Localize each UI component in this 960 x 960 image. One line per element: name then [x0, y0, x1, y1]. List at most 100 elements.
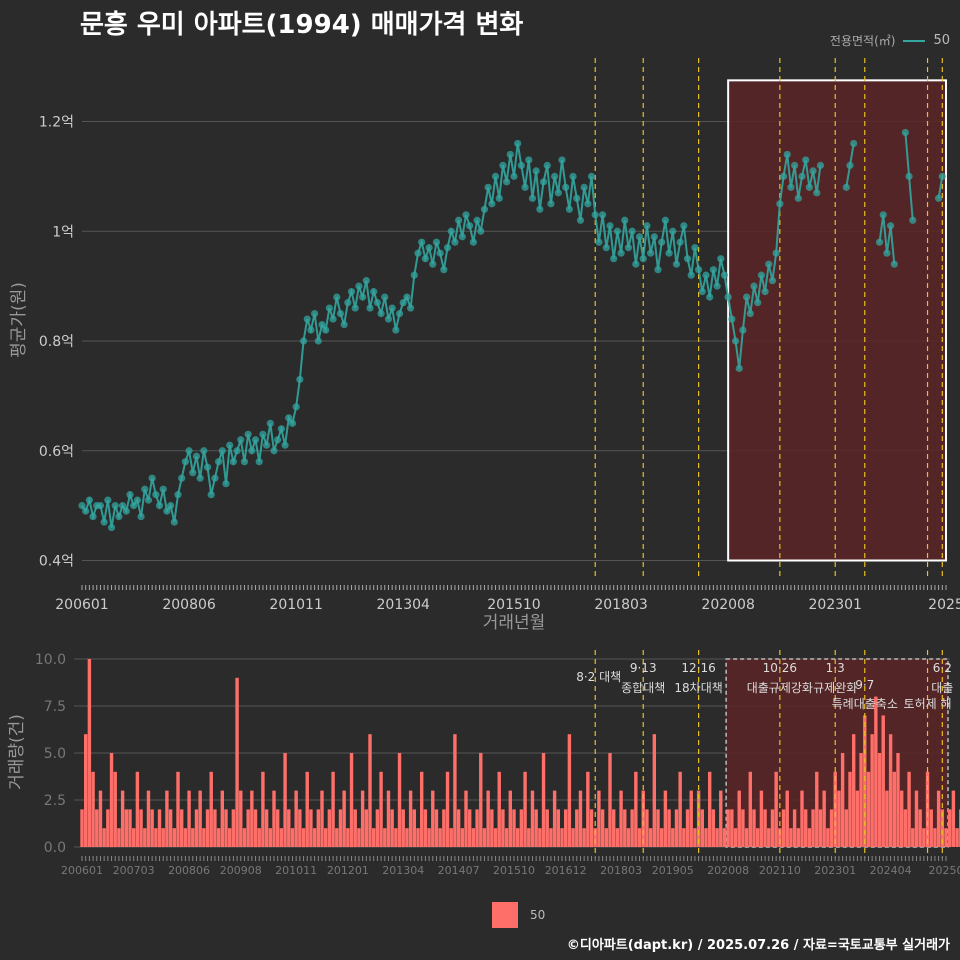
price-point: [178, 474, 186, 482]
x-tick-label: 202008: [701, 597, 754, 613]
price-point: [96, 502, 105, 510]
price-point: [695, 266, 703, 274]
volume-bar: [423, 809, 428, 847]
volume-bar: [191, 828, 195, 847]
event-name-label: 8·2 대책: [576, 669, 621, 684]
price-point: [909, 216, 917, 224]
volume-bar: [231, 809, 236, 847]
price-point: [388, 304, 396, 312]
volume-bar: [671, 828, 675, 847]
x-tick-label: 201304: [377, 597, 431, 613]
volume-bar: [239, 790, 243, 847]
volume-bar: [659, 828, 664, 847]
price-point: [274, 436, 282, 444]
price-point: [813, 189, 821, 197]
price-point: [669, 227, 677, 235]
volume-bar: [667, 809, 671, 847]
price-point: [266, 419, 274, 427]
price-point: [595, 238, 603, 246]
volume-bar: [826, 828, 830, 847]
volume-bar: [944, 828, 948, 847]
price-point: [709, 266, 717, 274]
price-point: [325, 304, 333, 312]
volume-bar: [711, 809, 716, 847]
price-point: [381, 293, 389, 301]
price-point: [466, 222, 474, 230]
volume-bar: [390, 809, 394, 847]
volume-bar: [792, 809, 797, 847]
volume-bar: [722, 828, 727, 847]
volume-bar: [357, 828, 361, 847]
event-date-label: 12·16: [681, 661, 715, 675]
price-point: [299, 337, 308, 345]
bar-x-tick-label: 201803: [600, 864, 642, 877]
volume-bar: [194, 809, 199, 847]
volume-bar: [482, 828, 487, 847]
volume-bar: [586, 771, 590, 847]
volume-bar: [549, 828, 553, 847]
volume-bar: [874, 696, 878, 847]
volume-bar: [748, 771, 753, 847]
price-point: [706, 293, 714, 301]
price-point: [233, 447, 241, 455]
price-point: [632, 260, 640, 268]
price-point: [207, 491, 215, 499]
price-point: [222, 480, 230, 488]
price-point: [665, 249, 673, 257]
volume-bar: [693, 828, 697, 847]
volume-bar: [95, 809, 99, 847]
volume-bar: [349, 753, 354, 847]
price-point: [384, 315, 393, 323]
volume-bar: [401, 809, 405, 847]
volume-bar: [235, 677, 239, 847]
bar-x-tick-label: 200806: [168, 864, 210, 877]
top-legend: 전용면적(㎡) 50: [830, 32, 950, 49]
price-point: [499, 161, 507, 169]
price-point: [203, 463, 212, 471]
price-point: [443, 244, 452, 252]
x-tick-label: 200806: [162, 597, 216, 613]
price-point: [728, 315, 736, 323]
volume-bar: [759, 790, 764, 847]
price-point: [373, 298, 381, 307]
volume-bar: [560, 828, 564, 847]
price-point: [506, 150, 514, 159]
volume-bar: [541, 753, 546, 847]
price-point: [133, 496, 141, 504]
price-point: [539, 178, 548, 186]
event-date-label: 9·13: [630, 661, 657, 675]
price-point: [547, 200, 555, 208]
volume-bar: [161, 828, 165, 847]
event-name-label: 대출규제강화: [747, 681, 813, 695]
volume-bar: [523, 771, 527, 847]
volume-bar: [335, 828, 339, 847]
price-point: [532, 167, 540, 175]
volume-bar: [445, 771, 450, 847]
price-point: [905, 172, 913, 180]
volume-bar: [323, 828, 328, 847]
bar-x-tick-label: 20250: [929, 864, 960, 877]
event-name-label: 규제완화: [813, 681, 857, 695]
legend-bar-label: 50: [530, 908, 546, 922]
price-point: [739, 326, 747, 334]
price-point: [104, 496, 112, 504]
volume-bar: [486, 790, 490, 847]
volume-bar: [508, 790, 513, 847]
y-tick-label: 0.4억: [39, 554, 74, 570]
bar-x-tick-label: 202404: [870, 864, 912, 877]
bar-y-tick-label: 2.5: [44, 793, 66, 809]
volume-bar: [257, 828, 261, 847]
price-point: [229, 458, 237, 466]
price-point: [429, 260, 437, 268]
volume-bar: [796, 828, 801, 847]
volume-bar: [91, 771, 95, 847]
price-point: [702, 271, 710, 279]
volume-bar: [117, 828, 121, 847]
volume-bar: [360, 790, 365, 847]
price-point: [218, 447, 226, 455]
volume-bar: [198, 790, 202, 847]
price-point: [613, 227, 621, 235]
volume-bar: [737, 790, 741, 847]
volume-bar: [833, 771, 837, 847]
price-point: [525, 156, 533, 164]
